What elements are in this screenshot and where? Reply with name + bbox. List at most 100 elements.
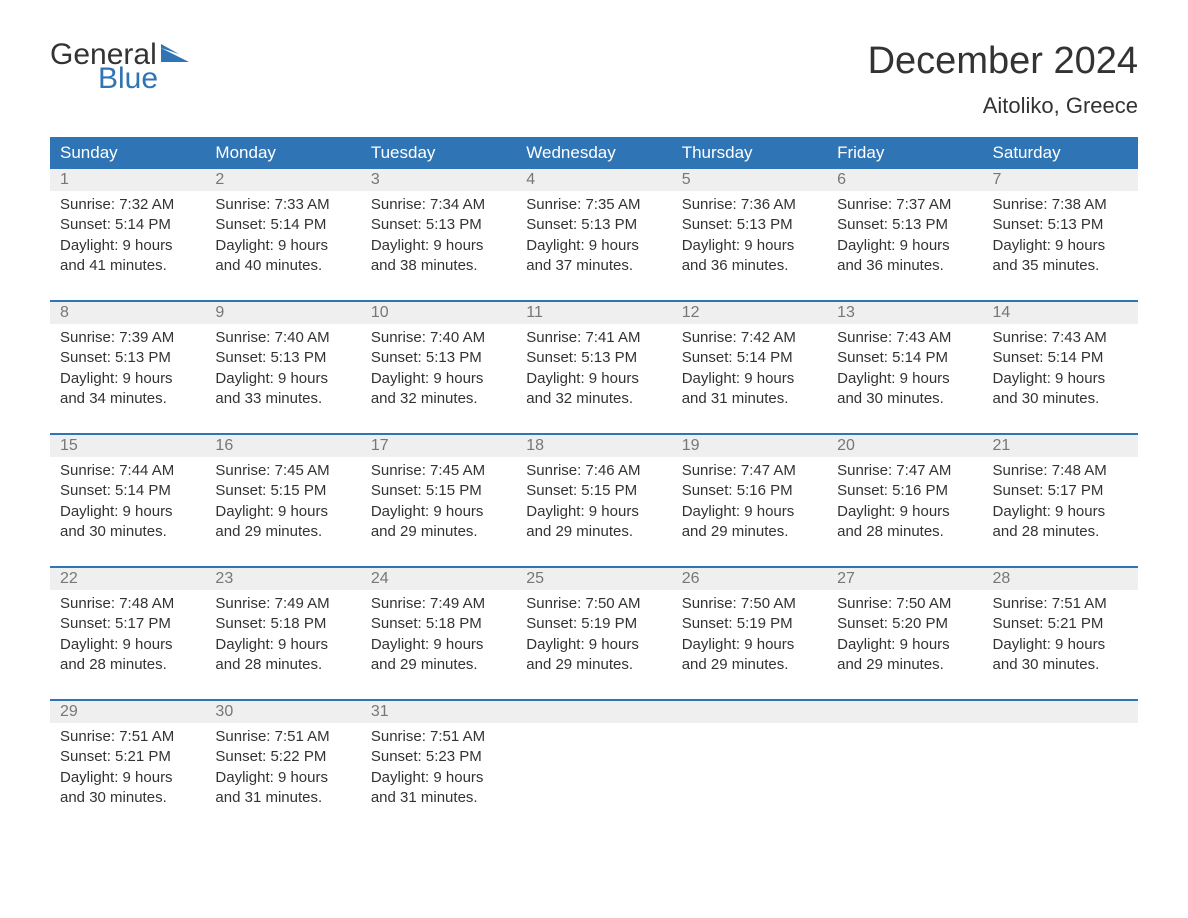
day-line: Daylight: 9 hours: [215, 236, 350, 256]
day-line: and 41 minutes.: [60, 256, 195, 276]
day-cell: 21Sunrise: 7:48 AMSunset: 5:17 PMDayligh…: [983, 434, 1138, 567]
day-cell: 10Sunrise: 7:40 AMSunset: 5:13 PMDayligh…: [361, 301, 516, 434]
day-body: Sunrise: 7:51 AMSunset: 5:21 PMDaylight:…: [50, 723, 205, 832]
day-cell: 5Sunrise: 7:36 AMSunset: 5:13 PMDaylight…: [672, 169, 827, 301]
day-body: Sunrise: 7:32 AMSunset: 5:14 PMDaylight:…: [50, 191, 205, 300]
day-line: Daylight: 9 hours: [837, 369, 972, 389]
day-line: Sunrise: 7:43 AM: [993, 328, 1128, 348]
day-line: and 29 minutes.: [526, 655, 661, 675]
weekday-header: Saturday: [983, 137, 1138, 169]
day-line: Daylight: 9 hours: [60, 502, 195, 522]
day-line: Sunset: 5:18 PM: [215, 614, 350, 634]
day-cell: 9Sunrise: 7:40 AMSunset: 5:13 PMDaylight…: [205, 301, 360, 434]
logo: General Blue: [50, 40, 191, 94]
day-number: 25: [516, 568, 671, 590]
week-row: 15Sunrise: 7:44 AMSunset: 5:14 PMDayligh…: [50, 434, 1138, 567]
day-line: and 35 minutes.: [993, 256, 1128, 276]
day-line: Sunrise: 7:48 AM: [60, 594, 195, 614]
day-line: and 36 minutes.: [837, 256, 972, 276]
day-line: Sunset: 5:15 PM: [371, 481, 506, 501]
day-line: Daylight: 9 hours: [993, 635, 1128, 655]
day-line: and 28 minutes.: [993, 522, 1128, 542]
weekday-header: Tuesday: [361, 137, 516, 169]
day-body: Sunrise: 7:34 AMSunset: 5:13 PMDaylight:…: [361, 191, 516, 300]
day-number: 27: [827, 568, 982, 590]
day-line: Daylight: 9 hours: [371, 635, 506, 655]
day-line: Sunrise: 7:49 AM: [215, 594, 350, 614]
day-line: Sunrise: 7:48 AM: [993, 461, 1128, 481]
day-number: 20: [827, 435, 982, 457]
day-number: 14: [983, 302, 1138, 324]
day-cell: 8Sunrise: 7:39 AMSunset: 5:13 PMDaylight…: [50, 301, 205, 434]
day-line: and 37 minutes.: [526, 256, 661, 276]
day-line: Daylight: 9 hours: [60, 369, 195, 389]
day-line: Sunset: 5:18 PM: [371, 614, 506, 634]
day-cell: 29Sunrise: 7:51 AMSunset: 5:21 PMDayligh…: [50, 700, 205, 832]
day-number: 7: [983, 169, 1138, 191]
day-cell: 11Sunrise: 7:41 AMSunset: 5:13 PMDayligh…: [516, 301, 671, 434]
day-cell: 30Sunrise: 7:51 AMSunset: 5:22 PMDayligh…: [205, 700, 360, 832]
day-line: and 36 minutes.: [682, 256, 817, 276]
day-cell: 17Sunrise: 7:45 AMSunset: 5:15 PMDayligh…: [361, 434, 516, 567]
day-cell: 27Sunrise: 7:50 AMSunset: 5:20 PMDayligh…: [827, 567, 982, 700]
day-line: Daylight: 9 hours: [682, 369, 817, 389]
day-line: Sunset: 5:19 PM: [526, 614, 661, 634]
day-line: Sunrise: 7:44 AM: [60, 461, 195, 481]
day-line: Sunrise: 7:43 AM: [837, 328, 972, 348]
day-line: Sunset: 5:13 PM: [215, 348, 350, 368]
day-line: Sunset: 5:16 PM: [837, 481, 972, 501]
day-line: and 29 minutes.: [682, 655, 817, 675]
day-body: Sunrise: 7:47 AMSunset: 5:16 PMDaylight:…: [827, 457, 982, 566]
day-line: Sunrise: 7:45 AM: [371, 461, 506, 481]
day-cell: [983, 700, 1138, 832]
day-line: Sunrise: 7:39 AM: [60, 328, 195, 348]
day-body: Sunrise: 7:45 AMSunset: 5:15 PMDaylight:…: [361, 457, 516, 566]
day-cell: 1Sunrise: 7:32 AMSunset: 5:14 PMDaylight…: [50, 169, 205, 301]
header: General Blue December 2024 Aitoliko, Gre…: [50, 40, 1138, 129]
day-line: Daylight: 9 hours: [526, 635, 661, 655]
weekday-header: Wednesday: [516, 137, 671, 169]
day-line: Daylight: 9 hours: [371, 236, 506, 256]
day-cell: 2Sunrise: 7:33 AMSunset: 5:14 PMDaylight…: [205, 169, 360, 301]
day-cell: 26Sunrise: 7:50 AMSunset: 5:19 PMDayligh…: [672, 567, 827, 700]
day-number: 6: [827, 169, 982, 191]
day-line: Daylight: 9 hours: [215, 502, 350, 522]
day-cell: 22Sunrise: 7:48 AMSunset: 5:17 PMDayligh…: [50, 567, 205, 700]
day-number-empty: [983, 701, 1138, 723]
day-body: Sunrise: 7:49 AMSunset: 5:18 PMDaylight:…: [361, 590, 516, 699]
day-line: Sunrise: 7:40 AM: [215, 328, 350, 348]
day-line: Sunrise: 7:46 AM: [526, 461, 661, 481]
day-line: and 29 minutes.: [371, 655, 506, 675]
day-body: Sunrise: 7:50 AMSunset: 5:19 PMDaylight:…: [516, 590, 671, 699]
day-cell: 18Sunrise: 7:46 AMSunset: 5:15 PMDayligh…: [516, 434, 671, 567]
day-line: Daylight: 9 hours: [215, 369, 350, 389]
weekday-header: Friday: [827, 137, 982, 169]
day-line: Sunrise: 7:47 AM: [682, 461, 817, 481]
day-line: Sunset: 5:14 PM: [837, 348, 972, 368]
day-line: and 33 minutes.: [215, 389, 350, 409]
day-number: 2: [205, 169, 360, 191]
day-body: Sunrise: 7:48 AMSunset: 5:17 PMDaylight:…: [983, 457, 1138, 566]
week-row: 8Sunrise: 7:39 AMSunset: 5:13 PMDaylight…: [50, 301, 1138, 434]
day-line: Daylight: 9 hours: [526, 502, 661, 522]
day-line: Daylight: 9 hours: [215, 768, 350, 788]
day-body: Sunrise: 7:39 AMSunset: 5:13 PMDaylight:…: [50, 324, 205, 433]
day-cell: 4Sunrise: 7:35 AMSunset: 5:13 PMDaylight…: [516, 169, 671, 301]
day-line: and 32 minutes.: [371, 389, 506, 409]
day-line: Sunrise: 7:51 AM: [371, 727, 506, 747]
day-line: Sunset: 5:17 PM: [993, 481, 1128, 501]
day-line: Daylight: 9 hours: [371, 768, 506, 788]
day-cell: 16Sunrise: 7:45 AMSunset: 5:15 PMDayligh…: [205, 434, 360, 567]
day-body: Sunrise: 7:45 AMSunset: 5:15 PMDaylight:…: [205, 457, 360, 566]
day-body: Sunrise: 7:40 AMSunset: 5:13 PMDaylight:…: [361, 324, 516, 433]
day-body: Sunrise: 7:42 AMSunset: 5:14 PMDaylight:…: [672, 324, 827, 433]
day-line: Daylight: 9 hours: [371, 502, 506, 522]
day-line: Daylight: 9 hours: [837, 502, 972, 522]
day-body-empty: [516, 723, 671, 803]
day-line: Sunset: 5:15 PM: [215, 481, 350, 501]
day-body: Sunrise: 7:43 AMSunset: 5:14 PMDaylight:…: [983, 324, 1138, 433]
day-number-empty: [516, 701, 671, 723]
day-body: Sunrise: 7:46 AMSunset: 5:15 PMDaylight:…: [516, 457, 671, 566]
day-body: Sunrise: 7:43 AMSunset: 5:14 PMDaylight:…: [827, 324, 982, 433]
day-cell: 15Sunrise: 7:44 AMSunset: 5:14 PMDayligh…: [50, 434, 205, 567]
